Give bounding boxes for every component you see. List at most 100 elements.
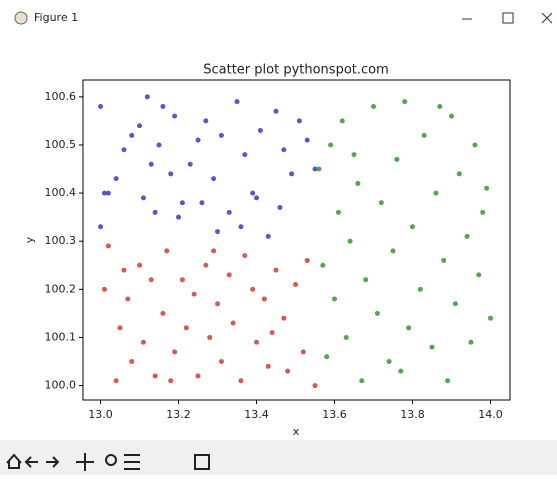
point [121, 147, 126, 152]
point [129, 359, 134, 364]
point [118, 325, 123, 330]
point [211, 248, 216, 253]
point [352, 152, 357, 157]
point [371, 104, 376, 109]
title-bar [0, 0, 557, 36]
point [332, 296, 337, 301]
app-icon [15, 12, 27, 24]
point [137, 263, 142, 268]
point [129, 133, 134, 138]
x-tick-label: 13.8 [400, 408, 425, 421]
point [394, 157, 399, 162]
point [297, 118, 302, 123]
point [301, 349, 306, 354]
point [98, 224, 103, 229]
y-tick-label: 100.5 [45, 138, 77, 151]
point [98, 104, 103, 109]
point [375, 311, 380, 316]
point [231, 321, 236, 326]
point [422, 133, 427, 138]
point [313, 383, 318, 388]
point [196, 138, 201, 143]
point [355, 181, 360, 186]
point [176, 215, 181, 220]
point [199, 200, 204, 205]
point [469, 340, 474, 345]
point [238, 224, 243, 229]
point [270, 330, 275, 335]
point [348, 239, 353, 244]
point [219, 359, 224, 364]
point [281, 316, 286, 321]
point [441, 258, 446, 263]
axes [83, 80, 510, 400]
point [203, 263, 208, 268]
point [180, 200, 185, 205]
point [340, 118, 345, 123]
point [141, 340, 146, 345]
point [145, 94, 150, 99]
x-tick-label: 13.6 [322, 408, 347, 421]
point [398, 369, 403, 374]
x-tick-label: 14.0 [478, 408, 503, 421]
point [250, 287, 255, 292]
point [433, 191, 438, 196]
point [188, 162, 193, 167]
point [211, 176, 216, 181]
point [207, 335, 212, 340]
point [250, 191, 255, 196]
point [379, 200, 384, 205]
point [242, 253, 247, 258]
y-tick-label: 100.2 [45, 282, 77, 295]
point [172, 349, 177, 354]
point [235, 99, 240, 104]
point [363, 277, 368, 282]
point [262, 296, 267, 301]
point [336, 210, 341, 215]
y-tick-label: 100.0 [45, 379, 77, 392]
y-tick-label: 100.4 [45, 186, 77, 199]
point [137, 123, 142, 128]
point [289, 171, 294, 176]
point [359, 378, 364, 383]
point [266, 234, 271, 239]
point [242, 152, 247, 157]
point [238, 378, 243, 383]
point [153, 210, 158, 215]
point [160, 104, 165, 109]
figure-window: Figure 1 Scatter plot pythonspot.com x y… [0, 0, 557, 475]
x-axis-label: x [293, 425, 300, 438]
toolbar [0, 440, 557, 475]
point [391, 248, 396, 253]
point [449, 114, 454, 119]
point [102, 287, 107, 292]
point [203, 118, 208, 123]
point [277, 205, 282, 210]
point [445, 378, 450, 383]
point [418, 287, 423, 292]
point [157, 142, 162, 147]
point [149, 277, 154, 282]
point [484, 186, 489, 191]
point [472, 142, 477, 147]
point [149, 162, 154, 167]
chart-title: Scatter plot pythonspot.com [203, 63, 389, 78]
x-tick-label: 13.4 [244, 408, 269, 421]
point [168, 378, 173, 383]
point [316, 167, 321, 172]
point [285, 369, 290, 374]
point [172, 114, 177, 119]
point [141, 195, 146, 200]
point [387, 359, 392, 364]
point [227, 272, 232, 277]
point [410, 224, 415, 229]
point [320, 263, 325, 268]
point [160, 311, 165, 316]
window-title: Figure 1 [34, 11, 78, 24]
point [114, 176, 119, 181]
point [180, 277, 185, 282]
point [219, 133, 224, 138]
point [254, 195, 259, 200]
point [121, 268, 126, 273]
y-axis-label: y [23, 236, 36, 243]
